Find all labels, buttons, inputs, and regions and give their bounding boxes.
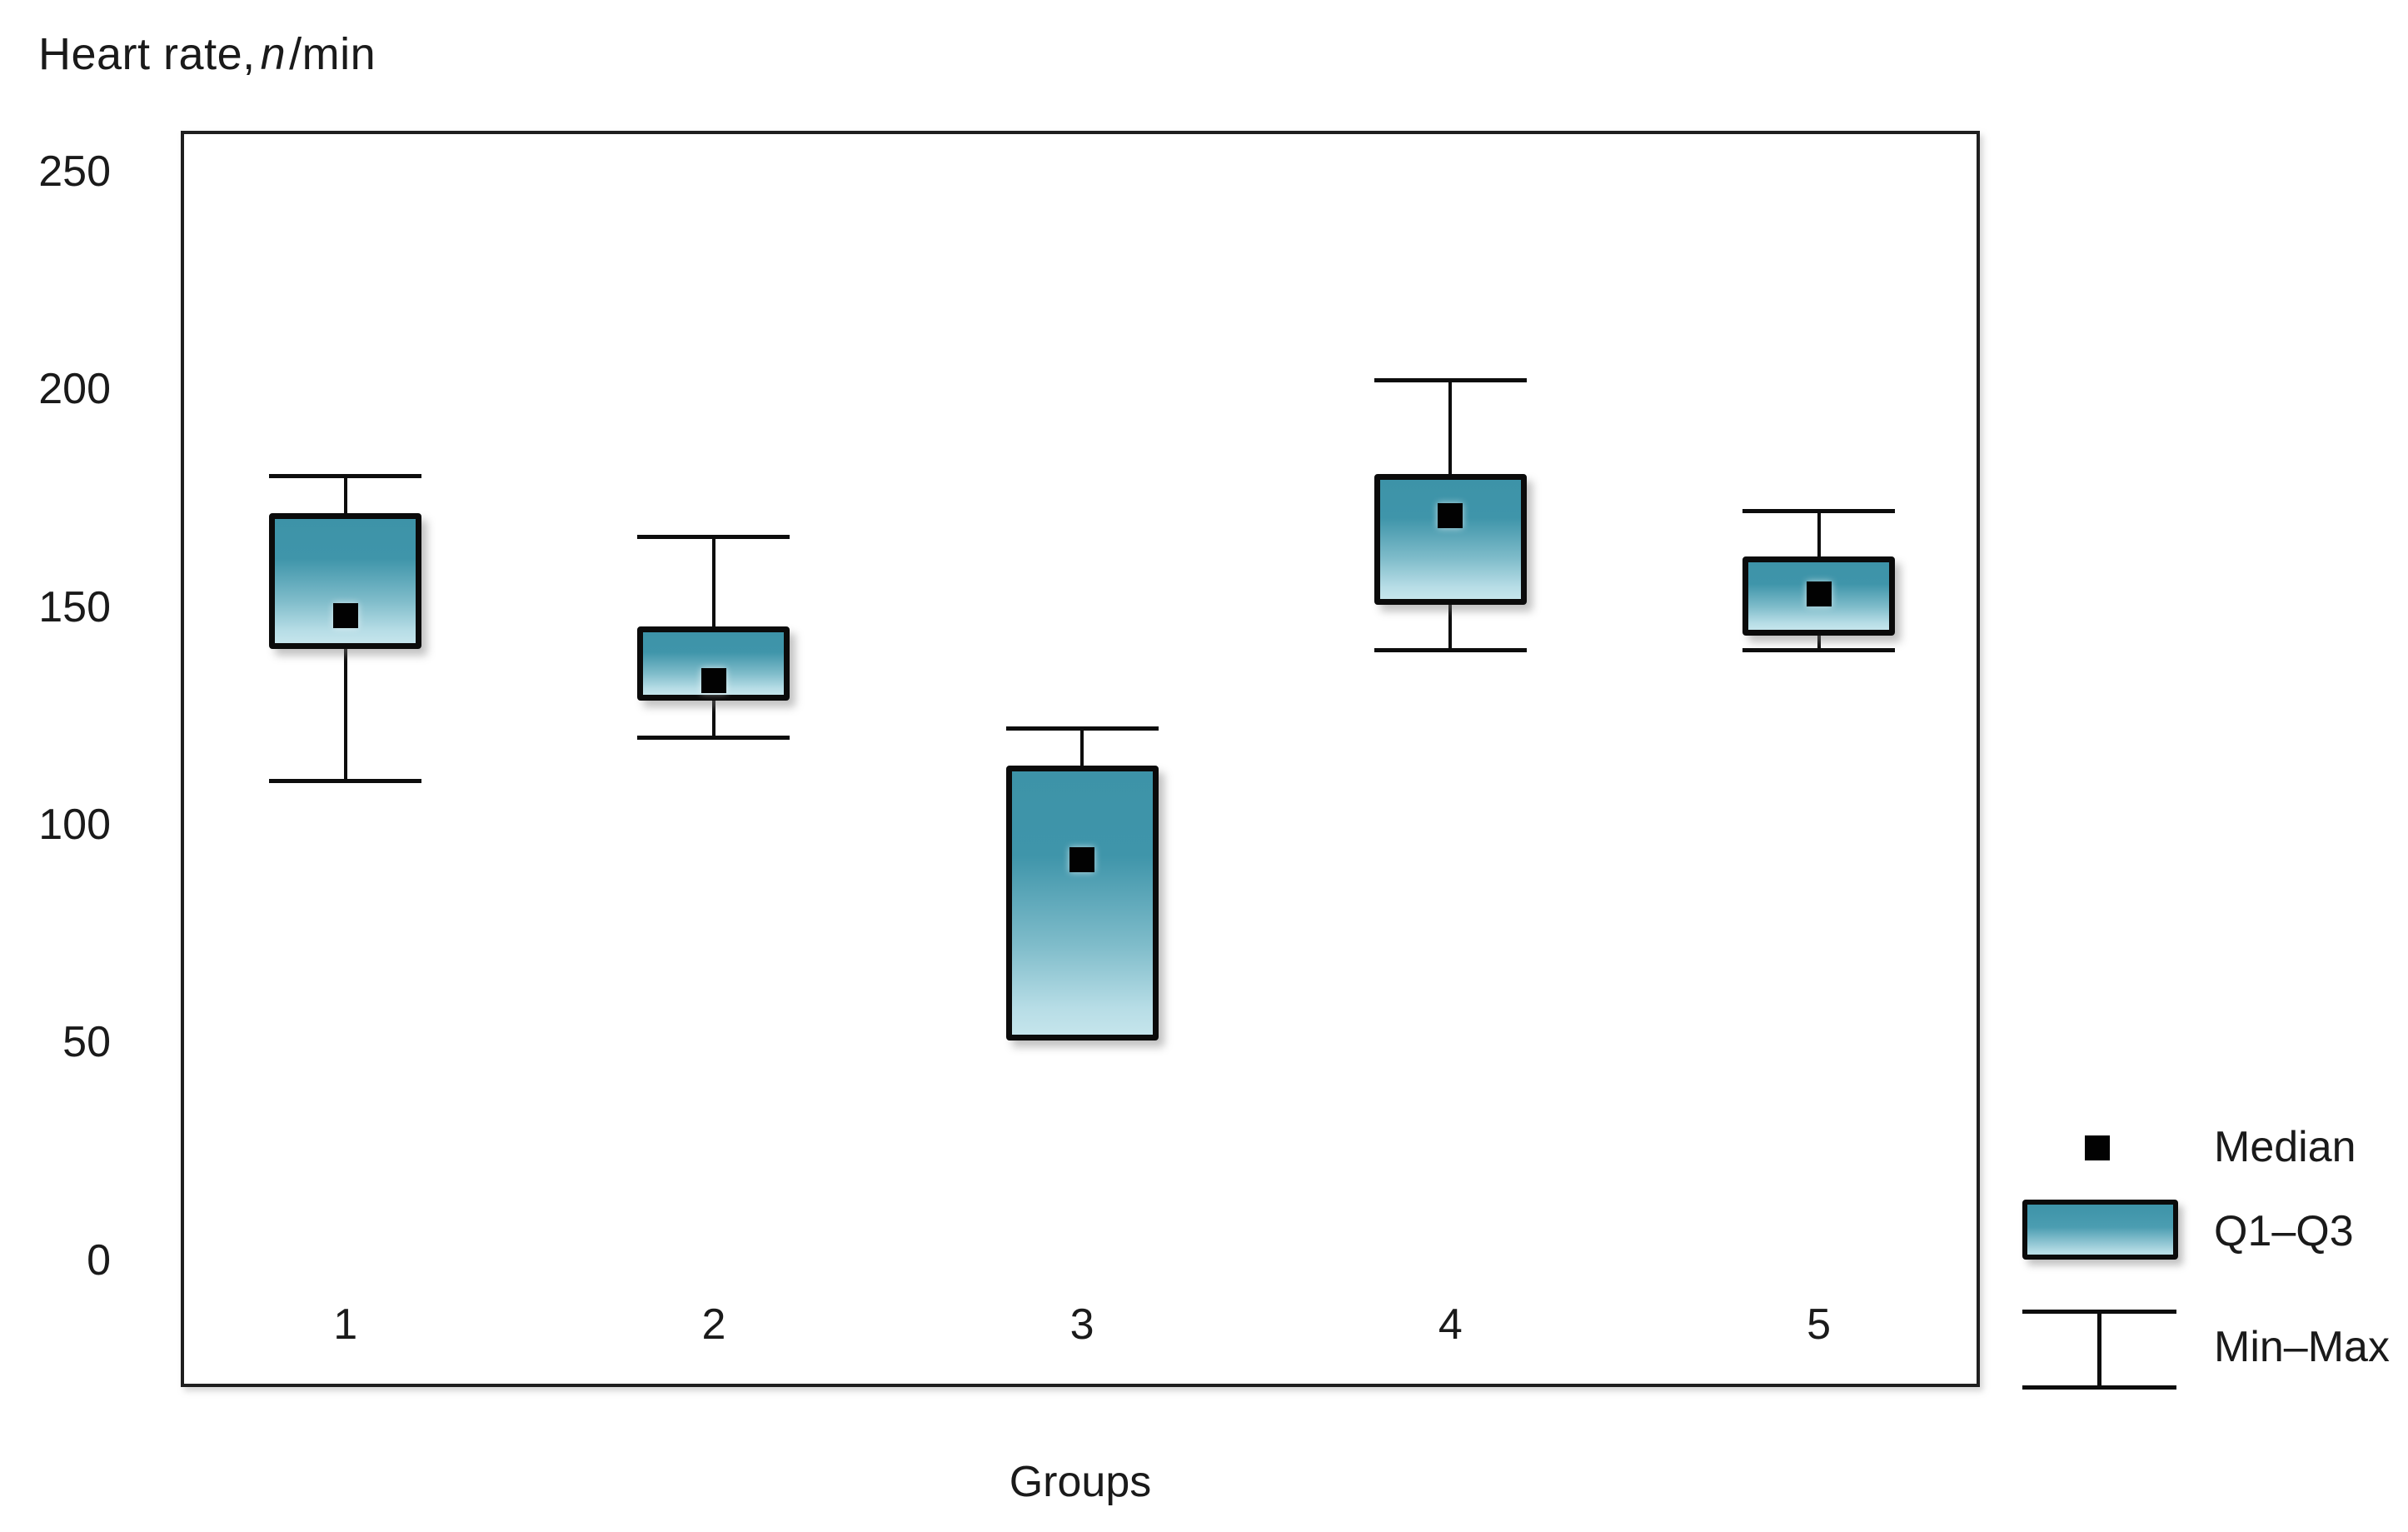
legend: Median Q1–Q3 Min–Max (2007, 1116, 2407, 1425)
group-1-q1q3-box (269, 512, 422, 649)
group-5-max-cap (1742, 509, 1896, 514)
group-3-q1q3-box (1005, 765, 1159, 1040)
group-1-lower-whisker (343, 646, 347, 781)
y-tick-label-150: 150 (38, 582, 111, 631)
y-tick-label-200: 200 (38, 365, 111, 414)
plot-area: 1 2 3 4 5 (181, 131, 1980, 1387)
group-2-lower-whisker (711, 698, 715, 738)
y-axis-title-variable: n (260, 29, 287, 79)
group-3-median-marker (1069, 846, 1095, 872)
group-4-max-cap (1374, 378, 1527, 383)
group-3-upper-whisker (1080, 728, 1084, 768)
y-axis-title-suffix: /min (289, 29, 376, 79)
y-axis-title-prefix: Heart rate, (38, 29, 256, 79)
y-axis-title: Heart rate, n/min (38, 28, 376, 80)
group-4-q1q3-box (1374, 473, 1527, 606)
x-tick-label-3: 3 (1069, 1300, 1094, 1349)
group-4-lower-whisker (1448, 602, 1453, 651)
y-tick-label-0: 0 (87, 1235, 111, 1285)
group-4-upper-whisker (1448, 380, 1453, 477)
group-1-upper-whisker (343, 476, 347, 516)
group-2-max-cap (637, 535, 790, 540)
x-tick-label-2: 2 (701, 1300, 726, 1349)
minmax-legend-icon (2022, 1310, 2176, 1390)
x-tick-label-4: 4 (1438, 1300, 1463, 1349)
x-tick-label-5: 5 (1807, 1300, 1832, 1349)
group-1-max-cap (269, 474, 422, 479)
x-tick-label-1: 1 (333, 1300, 358, 1349)
y-axis-tick-labels: 0 50 100 150 200 250 (0, 134, 111, 1384)
group-1-median-marker (332, 603, 358, 629)
legend-label-minmax: Min–Max (2214, 1323, 2390, 1371)
q1q3-legend-icon (2022, 1200, 2178, 1260)
x-axis-title: Groups (1009, 1458, 1152, 1506)
minmax-icon-bottom-cap (2022, 1385, 2176, 1390)
group-5-median-marker (1806, 581, 1832, 606)
group-5-lower-whisker (1817, 632, 1821, 651)
y-tick-label-50: 50 (62, 1018, 111, 1067)
group-2-median-marker (700, 668, 726, 694)
median-legend-icon (2085, 1135, 2110, 1160)
minmax-icon-stem (2097, 1310, 2101, 1390)
group-5-upper-whisker (1817, 511, 1821, 560)
group-4-median-marker (1438, 502, 1463, 528)
group-1-min-cap (269, 779, 422, 784)
group-2-min-cap (637, 735, 790, 740)
group-2-upper-whisker (711, 536, 715, 629)
group-4-min-cap (1374, 648, 1527, 653)
legend-label-q1q3: Q1–Q3 (2214, 1207, 2354, 1255)
y-tick-label-250: 250 (38, 147, 111, 196)
group-5-min-cap (1742, 648, 1896, 653)
legend-label-median: Median (2214, 1123, 2356, 1171)
group-3-max-cap (1005, 726, 1159, 731)
y-tick-label-100: 100 (38, 800, 111, 849)
